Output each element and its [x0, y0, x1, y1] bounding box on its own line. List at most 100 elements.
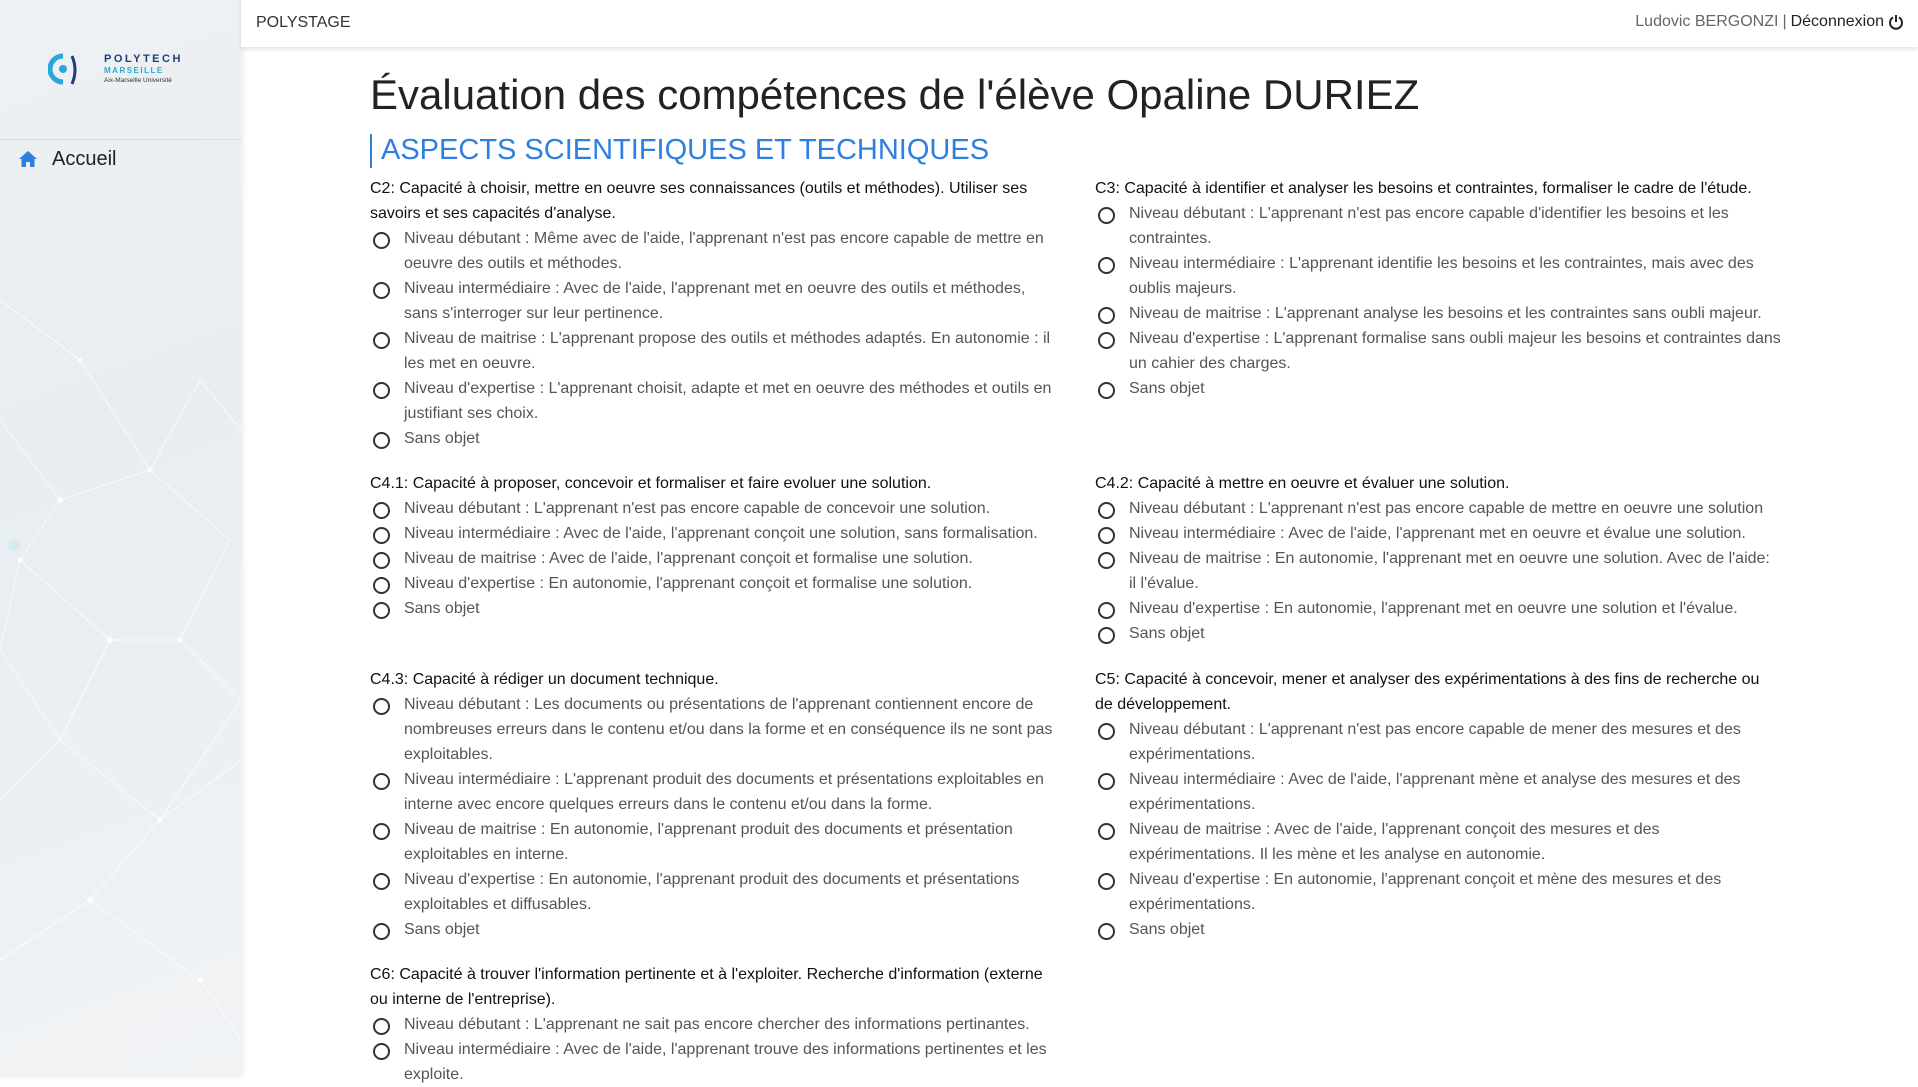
radio-button[interactable]: [1098, 627, 1115, 644]
polytech-logo[interactable]: POLYTECH MARSEILLE Aix-Marseille Univers…: [48, 50, 198, 94]
radio-option[interactable]: Niveau de maitrise : En autonomie, l'app…: [370, 817, 1056, 867]
option-label[interactable]: Niveau débutant : L'apprenant n'est pas …: [1129, 205, 1729, 247]
option-label[interactable]: Sans objet: [404, 600, 480, 617]
radio-button[interactable]: [373, 232, 390, 249]
radio-button[interactable]: [373, 923, 390, 940]
radio-button[interactable]: [373, 873, 390, 890]
radio-button[interactable]: [373, 432, 390, 449]
radio-option[interactable]: Niveau intermédiaire : L'apprenant produ…: [370, 767, 1056, 817]
sidebar-item-accueil[interactable]: Accueil: [18, 144, 116, 174]
radio-option[interactable]: Niveau débutant : L'apprenant n'est pas …: [1095, 717, 1781, 767]
option-label[interactable]: Sans objet: [404, 430, 480, 447]
option-label[interactable]: Niveau d'expertise : En autonomie, l'app…: [1129, 871, 1722, 913]
radio-option[interactable]: Niveau intermédiaire : Avec de l'aide, l…: [370, 276, 1056, 326]
radio-option[interactable]: Niveau d'expertise : En autonomie, l'app…: [1095, 867, 1781, 917]
radio-option[interactable]: Niveau intermédiaire : Avec de l'aide, l…: [1095, 521, 1781, 546]
option-label[interactable]: Niveau de maitrise : En autonomie, l'app…: [1129, 550, 1770, 592]
radio-button[interactable]: [373, 527, 390, 544]
option-label[interactable]: Sans objet: [1129, 380, 1205, 397]
radio-option[interactable]: Niveau débutant : Les documents ou prése…: [370, 692, 1056, 767]
radio-option[interactable]: Niveau intermédiaire : Avec de l'aide, l…: [1095, 767, 1781, 817]
radio-option[interactable]: Niveau débutant : L'apprenant n'est pas …: [1095, 496, 1781, 521]
power-icon[interactable]: [1888, 14, 1904, 30]
radio-button[interactable]: [1098, 873, 1115, 890]
radio-option[interactable]: Niveau intermédiaire : Avec de l'aide, l…: [370, 521, 1056, 546]
radio-button[interactable]: [373, 602, 390, 619]
radio-option[interactable]: Sans objet: [370, 426, 1056, 451]
radio-button[interactable]: [1098, 602, 1115, 619]
radio-option[interactable]: Niveau intermédiaire : L'apprenant ident…: [1095, 251, 1781, 301]
option-label[interactable]: Niveau de maitrise : L'apprenant propose…: [404, 330, 1051, 372]
option-label[interactable]: Niveau intermédiaire : L'apprenant produ…: [404, 771, 1044, 813]
radio-button[interactable]: [373, 823, 390, 840]
option-label[interactable]: Niveau intermédiaire : Avec de l'aide, l…: [1129, 771, 1741, 813]
logout-link[interactable]: Déconnexion: [1790, 13, 1884, 30]
radio-button[interactable]: [1098, 207, 1115, 224]
radio-button[interactable]: [373, 552, 390, 569]
radio-option[interactable]: Niveau de maitrise : En autonomie, l'app…: [1095, 546, 1781, 596]
radio-button[interactable]: [1098, 552, 1115, 569]
radio-button[interactable]: [1098, 502, 1115, 519]
radio-button[interactable]: [1098, 382, 1115, 399]
option-label[interactable]: Niveau de maitrise : Avec de l'aide, l'a…: [404, 550, 973, 567]
radio-option[interactable]: Niveau débutant : L'apprenant n'est pas …: [370, 496, 1056, 521]
option-label[interactable]: Niveau intermédiaire : Avec de l'aide, l…: [404, 280, 1026, 322]
radio-button[interactable]: [373, 577, 390, 594]
radio-button[interactable]: [373, 382, 390, 399]
radio-button[interactable]: [1098, 307, 1115, 324]
radio-button[interactable]: [1098, 527, 1115, 544]
radio-option[interactable]: Sans objet: [1095, 621, 1781, 646]
radio-button[interactable]: [1098, 823, 1115, 840]
radio-option[interactable]: Niveau d'expertise : En autonomie, l'app…: [1095, 596, 1781, 621]
radio-option[interactable]: Niveau d'expertise : En autonomie, l'app…: [370, 571, 1056, 596]
radio-option[interactable]: Sans objet: [1095, 376, 1781, 401]
option-label[interactable]: Niveau débutant : L'apprenant ne sait pa…: [404, 1016, 1030, 1033]
radio-option[interactable]: Niveau débutant : L'apprenant n'est pas …: [1095, 201, 1781, 251]
radio-button[interactable]: [373, 332, 390, 349]
option-label[interactable]: Sans objet: [1129, 625, 1205, 642]
radio-button[interactable]: [1098, 723, 1115, 740]
option-label[interactable]: Niveau intermédiaire : L'apprenant ident…: [1129, 255, 1754, 297]
radio-option[interactable]: Niveau de maitrise : L'apprenant analyse…: [1095, 301, 1781, 326]
option-label[interactable]: Niveau intermédiaire : Avec de l'aide, l…: [404, 525, 1038, 542]
option-label[interactable]: Niveau d'expertise : En autonomie, l'app…: [404, 871, 1020, 913]
app-title[interactable]: POLYSTAGE: [256, 14, 351, 31]
radio-option[interactable]: Niveau de maitrise : Avec de l'aide, l'a…: [1095, 817, 1781, 867]
radio-button[interactable]: [1098, 923, 1115, 940]
radio-option[interactable]: Niveau débutant : Même avec de l'aide, l…: [370, 226, 1056, 276]
radio-option[interactable]: Niveau de maitrise : L'apprenant propose…: [370, 326, 1056, 376]
radio-option[interactable]: Niveau de maitrise : Avec de l'aide, l'a…: [370, 546, 1056, 571]
option-label[interactable]: Niveau débutant : L'apprenant n'est pas …: [1129, 500, 1764, 517]
radio-button[interactable]: [373, 698, 390, 715]
radio-button[interactable]: [373, 1043, 390, 1060]
radio-button[interactable]: [373, 1018, 390, 1035]
radio-option[interactable]: Niveau intermédiaire : Avec de l'aide, l…: [370, 1037, 1056, 1087]
radio-button[interactable]: [1098, 773, 1115, 790]
option-label[interactable]: Niveau débutant : Même avec de l'aide, l…: [404, 230, 1044, 272]
option-label[interactable]: Niveau débutant : L'apprenant n'est pas …: [1129, 721, 1741, 763]
radio-option[interactable]: Sans objet: [370, 917, 1056, 942]
option-label[interactable]: Niveau de maitrise : Avec de l'aide, l'a…: [1129, 821, 1660, 863]
radio-option[interactable]: Niveau d'expertise : En autonomie, l'app…: [370, 867, 1056, 917]
radio-button[interactable]: [373, 773, 390, 790]
option-label[interactable]: Niveau d'expertise : L'apprenant choisit…: [404, 380, 1052, 422]
radio-button[interactable]: [373, 502, 390, 519]
radio-option[interactable]: Niveau d'expertise : L'apprenant choisit…: [370, 376, 1056, 426]
radio-option[interactable]: Sans objet: [370, 596, 1056, 621]
radio-option[interactable]: Niveau d'expertise : L'apprenant formali…: [1095, 326, 1781, 376]
radio-button[interactable]: [373, 282, 390, 299]
option-label[interactable]: Niveau intermédiaire : Avec de l'aide, l…: [1129, 525, 1746, 542]
option-label[interactable]: Niveau d'expertise : En autonomie, l'app…: [1129, 600, 1738, 617]
option-label[interactable]: Niveau débutant : Les documents ou prése…: [404, 696, 1053, 763]
option-label[interactable]: Niveau de maitrise : En autonomie, l'app…: [404, 821, 1013, 863]
option-label[interactable]: Niveau débutant : L'apprenant n'est pas …: [404, 500, 991, 517]
option-label[interactable]: Niveau de maitrise : L'apprenant analyse…: [1129, 305, 1762, 322]
option-label[interactable]: Niveau d'expertise : L'apprenant formali…: [1129, 330, 1781, 372]
option-label[interactable]: Sans objet: [404, 921, 480, 938]
radio-option[interactable]: Sans objet: [1095, 917, 1781, 942]
option-label[interactable]: Niveau d'expertise : En autonomie, l'app…: [404, 575, 973, 592]
radio-button[interactable]: [1098, 257, 1115, 274]
option-label[interactable]: Sans objet: [1129, 921, 1205, 938]
radio-button[interactable]: [1098, 332, 1115, 349]
option-label[interactable]: Niveau intermédiaire : Avec de l'aide, l…: [404, 1041, 1047, 1083]
